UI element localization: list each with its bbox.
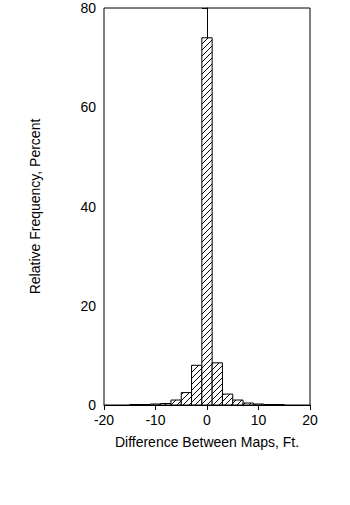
svg-text:80: 80	[80, 0, 96, 16]
svg-text:60: 60	[80, 99, 96, 115]
svg-text:-10: -10	[145, 412, 165, 428]
svg-text:20: 20	[302, 412, 318, 428]
svg-text:10: 10	[251, 412, 267, 428]
svg-text:20: 20	[80, 298, 96, 314]
svg-text:Difference Between Maps, Ft.: Difference Between Maps, Ft.	[115, 434, 299, 450]
svg-text:0: 0	[203, 412, 211, 428]
svg-text:Relative Frequency, Percent: Relative Frequency, Percent	[27, 119, 43, 295]
svg-text:0: 0	[88, 397, 96, 413]
svg-text:-20: -20	[94, 412, 114, 428]
svg-text:40: 40	[80, 199, 96, 215]
